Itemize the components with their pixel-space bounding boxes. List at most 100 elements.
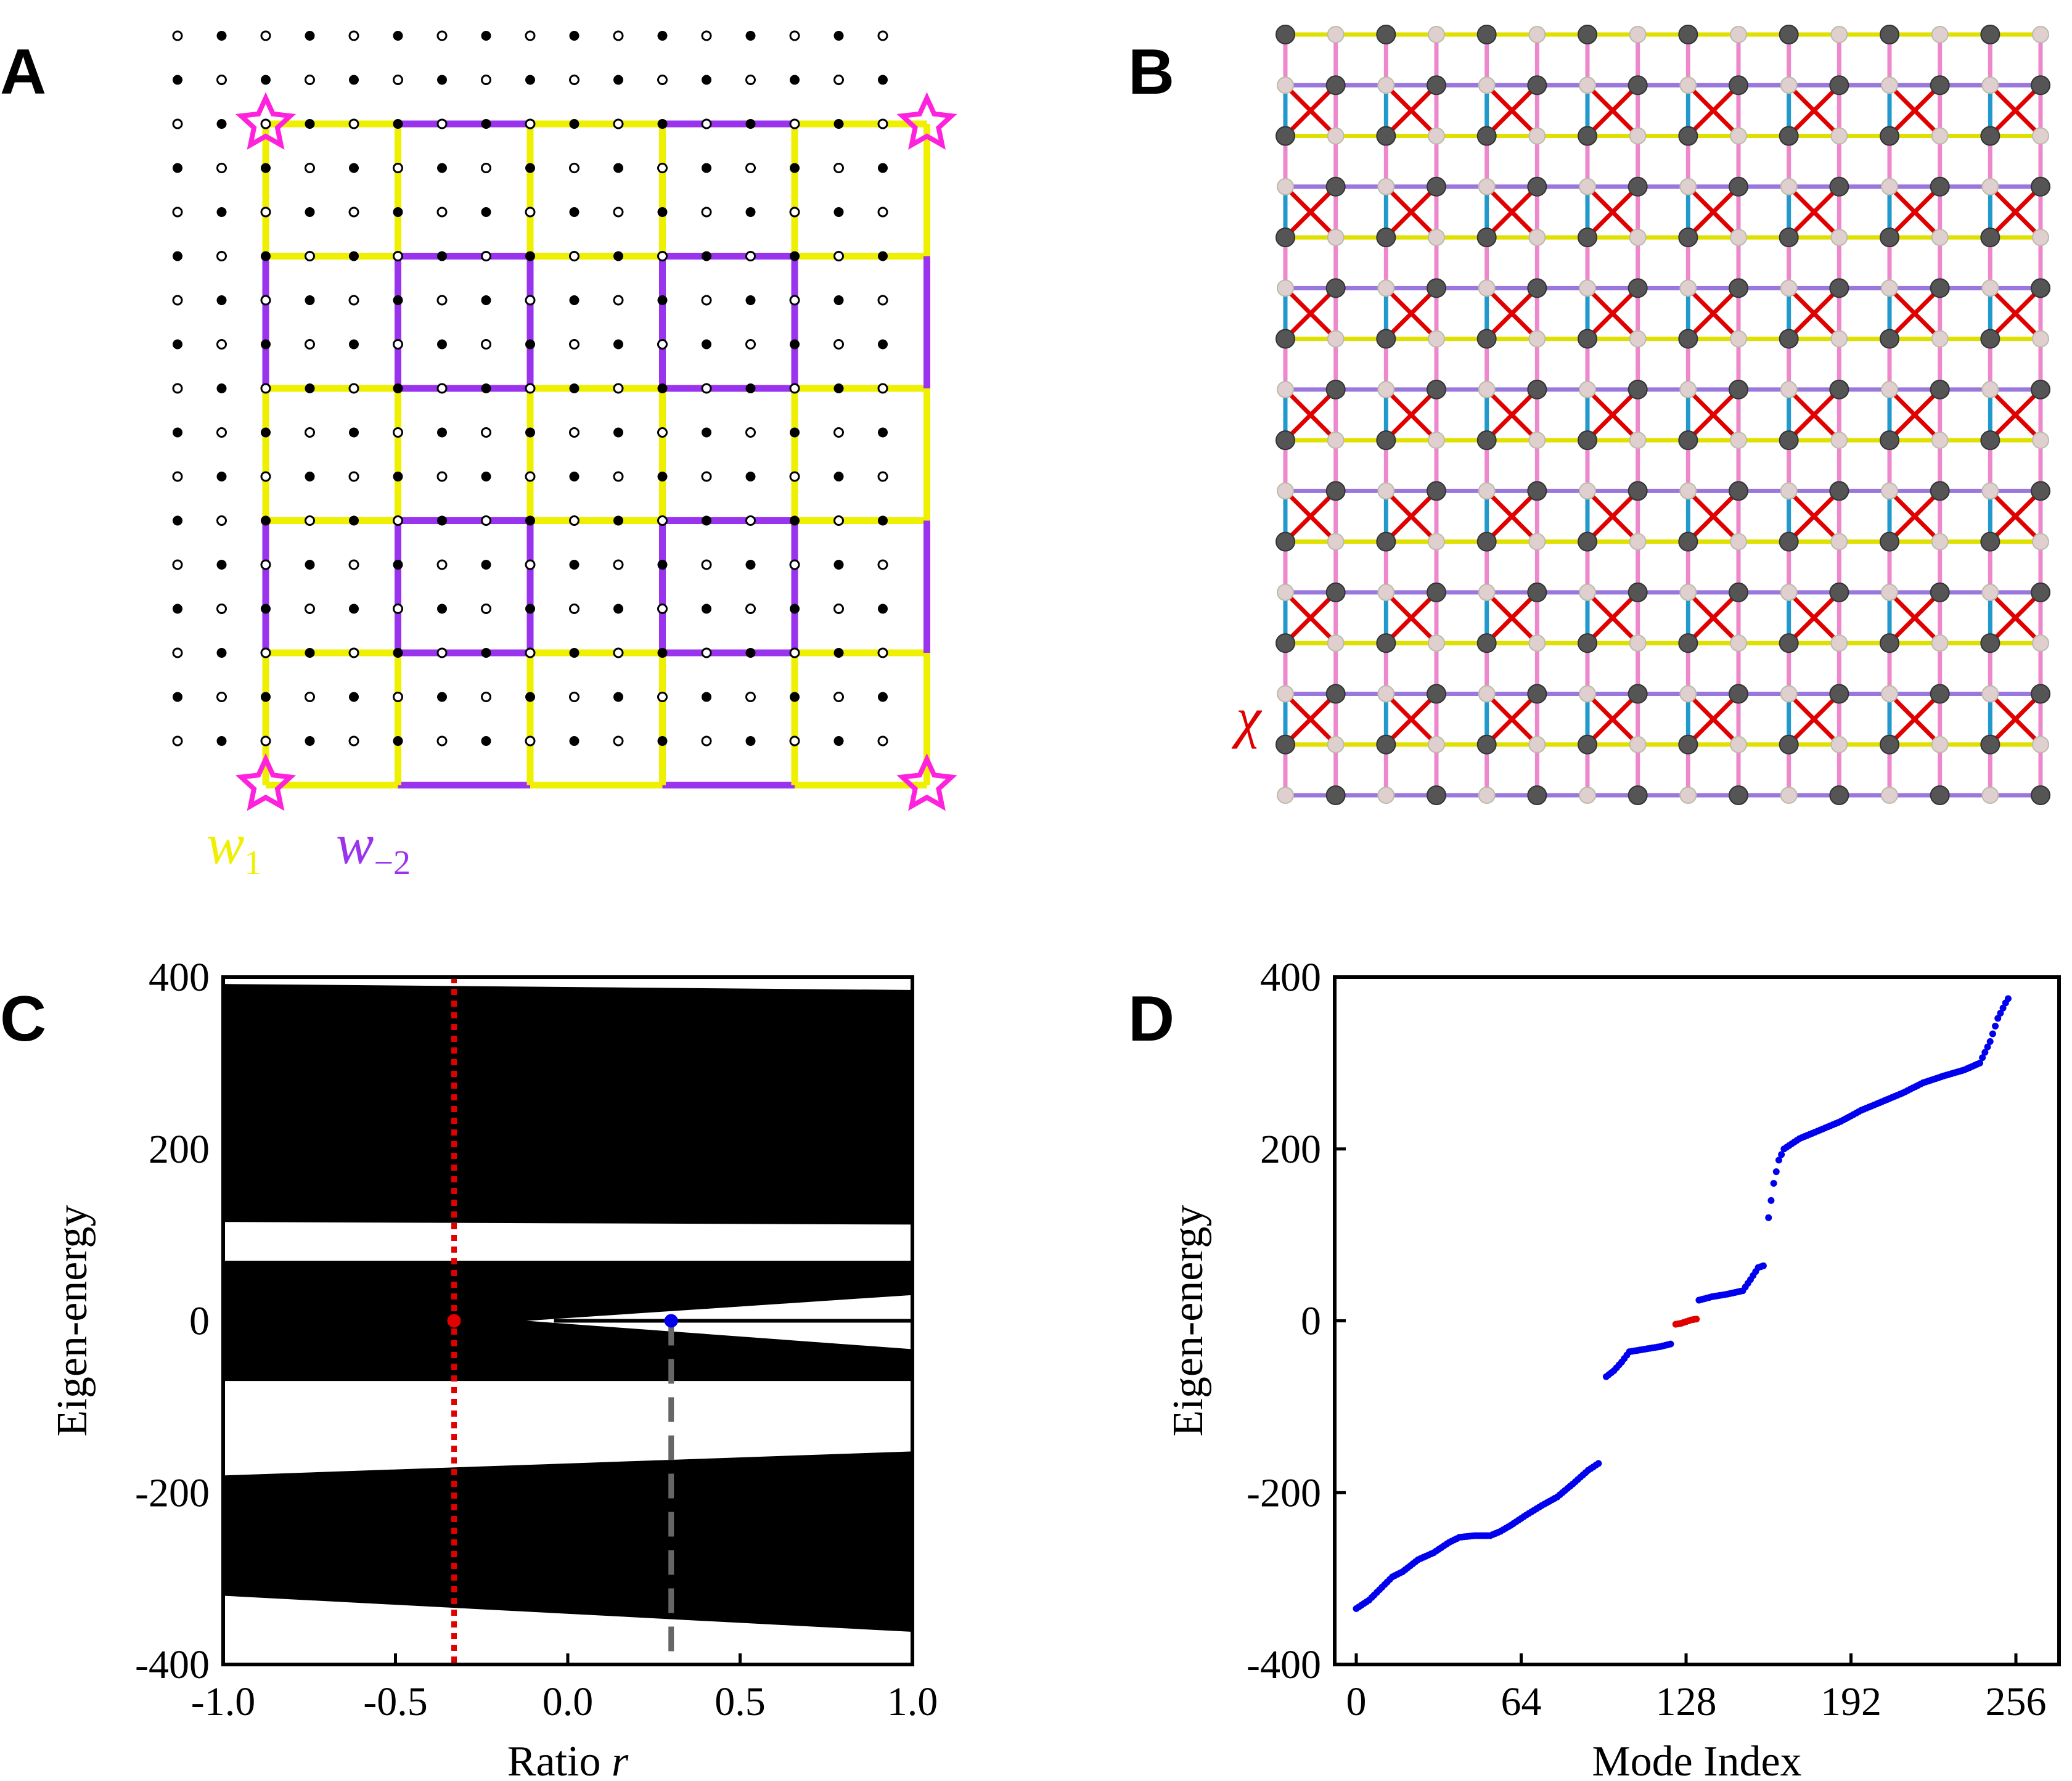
a-site-open <box>789 207 800 218</box>
b-atom-dark <box>1980 633 2000 653</box>
b-atom-dark <box>1678 329 1698 349</box>
a-site-open <box>260 118 271 129</box>
b-atom-light <box>1679 178 1697 195</box>
a-site-open <box>701 559 712 570</box>
b-cross-line <box>1992 392 2038 438</box>
a-site-open <box>305 251 315 261</box>
panel-label-d: D <box>1128 983 1174 1055</box>
b-atom-dark <box>1930 582 1950 602</box>
a-site-open <box>216 515 227 526</box>
c-lower-band <box>223 1451 912 1632</box>
b-atom-light <box>1528 735 1546 753</box>
b-atom-dark <box>2031 582 2050 602</box>
corner-star-icon <box>896 92 957 150</box>
d-point-blue <box>1997 1010 2004 1017</box>
b-atom-light <box>1830 634 1848 652</box>
a-site-open <box>393 339 403 350</box>
a-site-filled <box>657 736 668 746</box>
d-xtick-label: 192 <box>1820 1679 1882 1724</box>
a-site-open <box>569 604 579 614</box>
b-cross-line <box>1690 189 1736 235</box>
b-atom-light <box>1478 279 1496 297</box>
a-site-filled <box>657 295 668 305</box>
b-atom-dark <box>1578 734 1597 755</box>
b-cross-line <box>1489 189 1535 235</box>
b-atom-dark <box>1276 633 1295 653</box>
d-point-blue <box>1984 1043 1991 1050</box>
corner-star-icon <box>235 92 297 150</box>
b-atom-dark <box>1829 785 1849 805</box>
a-site-filled <box>349 163 359 173</box>
b-atom-dark <box>1930 785 1950 805</box>
a-site-filled <box>437 163 447 173</box>
a-site-open <box>569 163 579 173</box>
a-site-open <box>877 295 888 306</box>
a-site-open <box>833 339 844 350</box>
a-site-filled <box>173 427 182 438</box>
b-atom-light <box>1881 279 1898 297</box>
b-atom-dark <box>1779 329 1799 349</box>
d-point-blue <box>1778 1151 1785 1158</box>
a-site-filled <box>349 339 359 350</box>
a-site-open <box>260 559 271 570</box>
b-atom-dark <box>1678 430 1698 451</box>
b-atom-light <box>1327 634 1345 652</box>
a-site-open <box>833 427 844 438</box>
a-site-open <box>789 559 800 570</box>
b-atom-light <box>1730 634 1747 652</box>
a-site-open <box>877 207 888 218</box>
a-site-open <box>260 383 271 394</box>
a-site-filled <box>702 339 711 350</box>
a-site-filled <box>261 251 271 261</box>
a-site-filled <box>790 692 800 702</box>
b-atom-dark <box>1427 278 1446 298</box>
a-site-open <box>172 295 183 306</box>
b-cross-line <box>1288 493 1333 539</box>
a-site-filled <box>833 560 844 570</box>
b-atom-dark <box>1427 582 1446 602</box>
a-site-open <box>789 295 800 306</box>
panel-label-a: A <box>0 36 46 108</box>
a-site-open <box>348 30 359 41</box>
b-atom-light <box>1377 380 1395 398</box>
b-atom-dark <box>1729 785 1748 805</box>
b-cross-line <box>1388 290 1434 337</box>
panel-c-xlabel-var: r <box>612 1738 629 1781</box>
b-atom-light <box>1981 787 1999 804</box>
a-site-open <box>172 471 183 482</box>
a-site-open <box>305 163 315 173</box>
b-cross-line <box>1590 88 1636 134</box>
b-atom-dark <box>1930 278 1950 298</box>
panel-d-xlabel: Mode Index <box>1592 1738 1801 1781</box>
b-atom-light <box>1478 76 1496 94</box>
b-cross-line <box>1489 595 1535 641</box>
a-site-open <box>216 604 227 614</box>
a-site-open <box>525 383 536 394</box>
b-atom-dark <box>1427 379 1446 399</box>
b-cross-line <box>1288 88 1333 134</box>
b-atom-light <box>1629 330 1647 348</box>
a-site-open <box>613 471 624 482</box>
b-atom-dark <box>2031 785 2050 805</box>
panel-a-corner-stars <box>235 92 957 811</box>
b-atom-light <box>1931 634 1949 652</box>
a-site-open <box>436 295 448 306</box>
c-ytick-label: -200 <box>135 1470 210 1515</box>
a-site-filled <box>745 472 756 481</box>
a-site-filled <box>173 251 182 261</box>
b-cross-line <box>1690 696 1736 742</box>
a-site-open <box>260 295 271 306</box>
panel-b-crosses <box>1288 88 2038 742</box>
b-atom-dark <box>1527 379 1547 399</box>
a-site-filled <box>216 119 227 129</box>
a-site-open <box>216 75 227 85</box>
b-atom-dark <box>1880 633 1899 653</box>
a-site-open <box>525 118 536 129</box>
c-ytick-label: -400 <box>135 1642 210 1687</box>
b-atom-light <box>1528 634 1546 652</box>
b-atom-light <box>1981 685 1999 703</box>
a-site-open <box>393 515 403 526</box>
a-site-open <box>613 559 624 570</box>
b-cross-line <box>1690 493 1736 539</box>
a-site-open <box>348 471 359 482</box>
